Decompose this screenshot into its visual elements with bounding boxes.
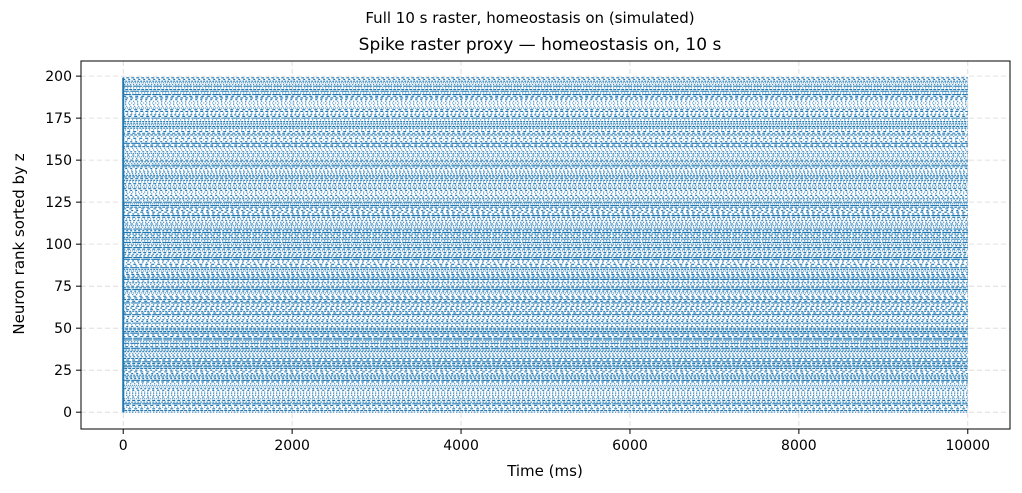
x-tick-label: 6000 <box>612 438 648 454</box>
chart-title: Spike raster proxy — homeostasis on, 10 … <box>359 35 722 55</box>
figure-suptitle: Full 10 s raster, homeostasis on (simula… <box>365 9 695 27</box>
y-tick-label: 150 <box>45 153 72 169</box>
y-axis-label: Neuron rank sorted by z <box>10 153 28 334</box>
x-axis-label: Time (ms) <box>506 462 583 480</box>
y-tick-label: 75 <box>54 279 72 295</box>
spike-raster <box>122 77 968 413</box>
x-tick-label: 2000 <box>274 438 310 454</box>
plot-frame <box>80 60 1011 430</box>
y-tick-label: 25 <box>54 363 72 379</box>
y-tick-label: 200 <box>45 69 72 85</box>
y-tick-label: 125 <box>45 195 72 211</box>
x-axis-ticks: 0 2000 4000 6000 8000 10000 <box>119 429 990 454</box>
x-tick-label: 10000 <box>945 438 990 454</box>
y-tick-label: 100 <box>45 237 72 253</box>
x-tick-label: 4000 <box>443 438 479 454</box>
y-axis-ticks: 0 25 50 75 100 125 150 175 200 <box>45 69 81 421</box>
y-tick-label: 50 <box>54 321 72 337</box>
y-tick-label: 175 <box>45 111 72 127</box>
x-tick-label: 8000 <box>781 438 817 454</box>
x-tick-label: 0 <box>119 438 128 454</box>
y-tick-label: 0 <box>63 405 72 421</box>
